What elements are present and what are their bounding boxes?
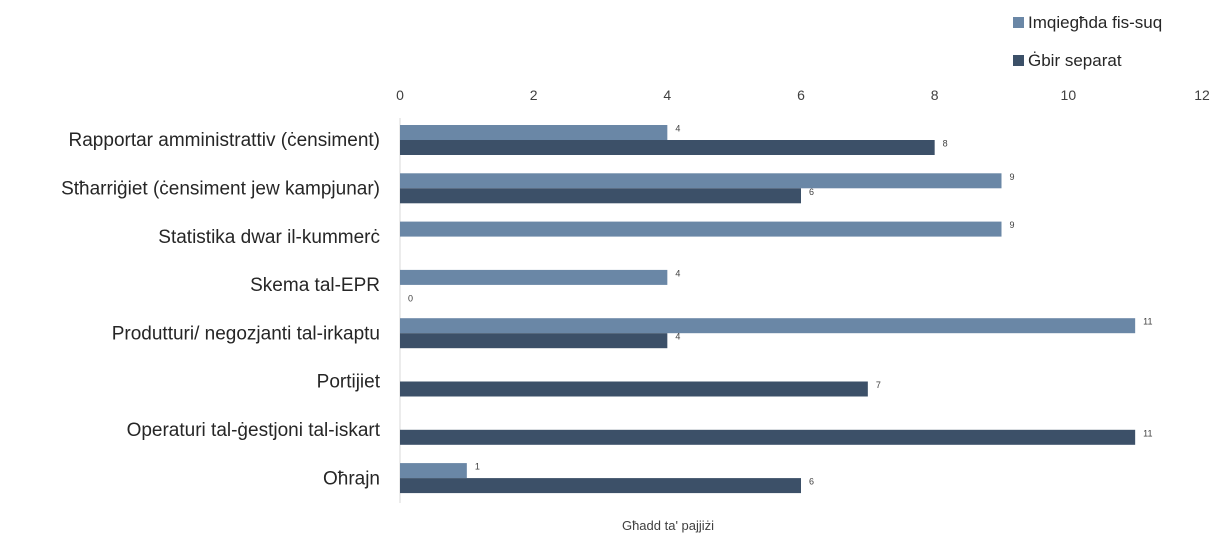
bar-placed-on-market	[400, 463, 467, 479]
bar-separate-collection	[400, 188, 801, 204]
category-label: Produtturi/ negozjanti tal-irkaptu	[112, 323, 380, 344]
x-axis-ticks: 0 2 4 6 8 10 12	[396, 87, 1210, 103]
x-tick-label: 6	[797, 87, 805, 103]
bar-placed-on-market	[400, 318, 1136, 334]
bar-separate-collection	[400, 478, 801, 494]
data-label: 7	[876, 380, 881, 390]
bar-separate-collection	[400, 381, 868, 397]
data-label: 11	[1143, 428, 1152, 438]
data-label: 6	[809, 477, 814, 487]
bar-separate-collection	[400, 140, 935, 155]
data-label: 9	[1010, 172, 1015, 182]
data-label: 11	[1143, 317, 1152, 327]
bar-separate-collection	[400, 333, 668, 349]
legend-swatch	[1013, 17, 1024, 28]
legend-label: Ġbir separat	[1028, 50, 1122, 70]
data-label: 1	[475, 462, 480, 472]
bar-placed-on-market	[400, 269, 668, 285]
x-tick-label: 4	[663, 87, 671, 103]
legend-swatch	[1013, 55, 1024, 66]
x-axis-title: Għadd ta' pajjiżi	[622, 518, 714, 533]
category-label: Oħrajn	[323, 468, 380, 489]
data-label: 0	[408, 293, 413, 303]
category-label: Operaturi tal-ġestjoni tal-iskart	[127, 420, 381, 441]
legend-label: Imqiegħda fis-suq	[1028, 13, 1162, 32]
category-label: Stħarriġiet (ċensiment jew kampjunar)	[61, 178, 380, 199]
bar-separate-collection	[400, 429, 1136, 445]
data-label: 8	[943, 139, 948, 149]
data-label: 4	[675, 124, 680, 134]
category-label: Skema tal-EPR	[250, 275, 380, 296]
category-label: Rapportar amministrattiv (ċensiment)	[69, 130, 380, 151]
data-label: 6	[809, 187, 814, 197]
x-tick-label: 2	[530, 87, 538, 103]
bar-placed-on-market	[400, 125, 668, 140]
x-tick-label: 12	[1194, 87, 1210, 103]
x-tick-label: 10	[1061, 87, 1077, 103]
data-label: 4	[675, 268, 680, 278]
bar-placed-on-market	[400, 173, 1002, 189]
category-labels: Rapportar amministrattiv (ċensiment) Stħa…	[61, 130, 381, 489]
bar-placed-on-market	[400, 221, 1002, 237]
data-label: 4	[675, 332, 680, 342]
x-tick-label: 8	[931, 87, 939, 103]
category-label: Statistika dwar il-kummerċ	[158, 227, 380, 248]
bars	[400, 125, 1136, 494]
data-label: 9	[1010, 220, 1015, 230]
legend: Imqiegħda fis-suq Ġbir separat	[1013, 13, 1162, 70]
category-label: Portijiet	[317, 372, 381, 393]
x-tick-label: 0	[396, 87, 404, 103]
